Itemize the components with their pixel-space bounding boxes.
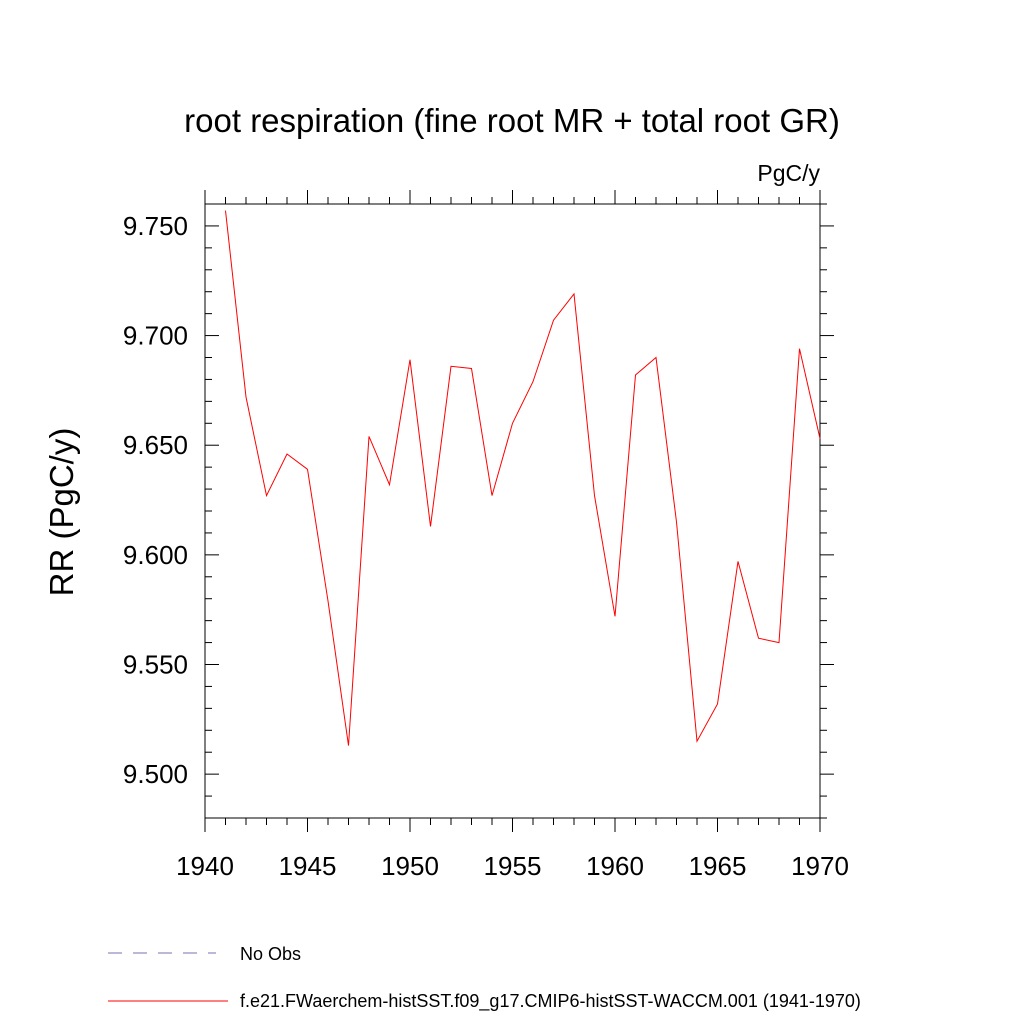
tick-labels: 1940 1945 1950 1955 1960 1965 1970 9.500 9.550 9.… bbox=[123, 211, 849, 881]
y-tick-label: 9.750 bbox=[123, 211, 188, 241]
plot-frame bbox=[204, 203, 821, 819]
y-tick-label: 9.550 bbox=[123, 650, 188, 680]
series-layer bbox=[225, 210, 821, 746]
legend-label-series: f.e21.FWaerchem-histSST.f09_g17.CMIP6-hi… bbox=[240, 991, 861, 1012]
legend-label-no-obs: No Obs bbox=[240, 944, 301, 964]
x-tick-label: 1945 bbox=[279, 851, 337, 881]
y-tick-label: 9.700 bbox=[123, 321, 188, 351]
x-tick-label: 1955 bbox=[484, 851, 542, 881]
x-tick-label: 1940 bbox=[176, 851, 234, 881]
axis-ticks bbox=[204, 190, 834, 832]
units-label: PgC/y bbox=[757, 160, 820, 186]
legend: No Obs f.e21.FWaerchem-histSST.f09_g17.C… bbox=[108, 944, 861, 1012]
series-line bbox=[225, 210, 821, 746]
x-tick-label: 1960 bbox=[586, 851, 644, 881]
x-tick-label: 1970 bbox=[791, 851, 849, 881]
y-tick-label: 9.650 bbox=[123, 430, 188, 460]
y-tick-label: 9.500 bbox=[123, 759, 188, 789]
y-tick-label: 9.600 bbox=[123, 540, 188, 570]
x-tick-label: 1950 bbox=[381, 851, 439, 881]
x-tick-label: 1965 bbox=[689, 851, 747, 881]
y-axis-label: RR (PgC/y) bbox=[43, 428, 80, 597]
chart-title: root respiration (fine root MR + total r… bbox=[184, 102, 840, 139]
